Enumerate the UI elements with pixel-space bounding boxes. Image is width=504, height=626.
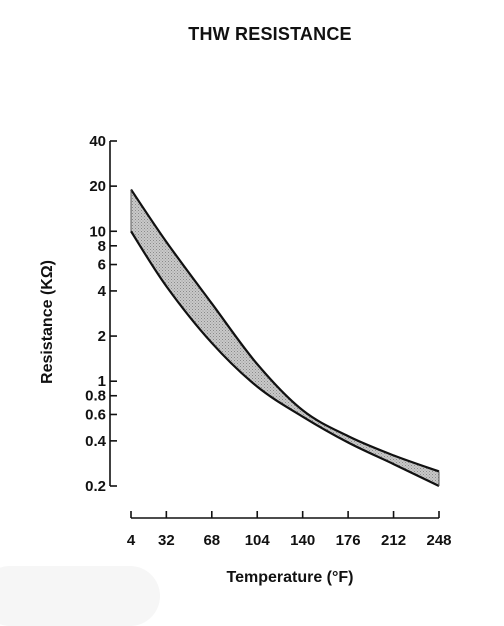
x-tick-label: 4: [127, 532, 136, 549]
y-tick-label: 0.6: [85, 406, 106, 423]
y-tick-label: 10: [89, 223, 106, 240]
y-tick-label: 20: [89, 178, 106, 195]
x-tick-label: 104: [245, 532, 271, 549]
lower-limit-line: [130, 230, 440, 487]
y-tick-label: 2: [98, 328, 106, 345]
chart-title: THW RESISTANCE: [188, 24, 352, 44]
y-tick-label: 0.8: [85, 388, 106, 405]
y-tick-label: 6: [98, 257, 106, 274]
x-tick-label: 140: [290, 532, 315, 549]
x-tick-label: 68: [203, 532, 220, 549]
y-tick-label: 0.4: [85, 433, 107, 450]
y-tick-label: 0.2: [85, 478, 106, 495]
chart: 40 20 108 6 4 2 10.80.6 0.4 0.2 4 32 68 104 140 176 212…: [39, 133, 452, 586]
y-tick-label: 40: [89, 133, 106, 150]
x-tick-label: 248: [426, 532, 451, 549]
y-tick-label: 8: [98, 238, 106, 255]
y-tick-label: 4: [98, 283, 107, 300]
axes-layer: [109, 140, 440, 519]
x-tick-label: 32: [158, 532, 175, 549]
y-tick-label: 1: [98, 373, 106, 390]
resistance-band: [131, 189, 439, 486]
upper-limit-line: [130, 188, 440, 473]
band-layer: [130, 188, 440, 487]
y-axis-title: Resistance (KΩ): [39, 260, 56, 384]
labels-layer: 40 20 108 6 4 2 10.80.6 0.4 0.2 4 32 68 104 140 176 212…: [39, 133, 452, 586]
x-tick-label: 176: [336, 532, 361, 549]
x-tick-label: 212: [381, 532, 406, 549]
x-axis-title: Temperature (°F): [226, 569, 353, 586]
